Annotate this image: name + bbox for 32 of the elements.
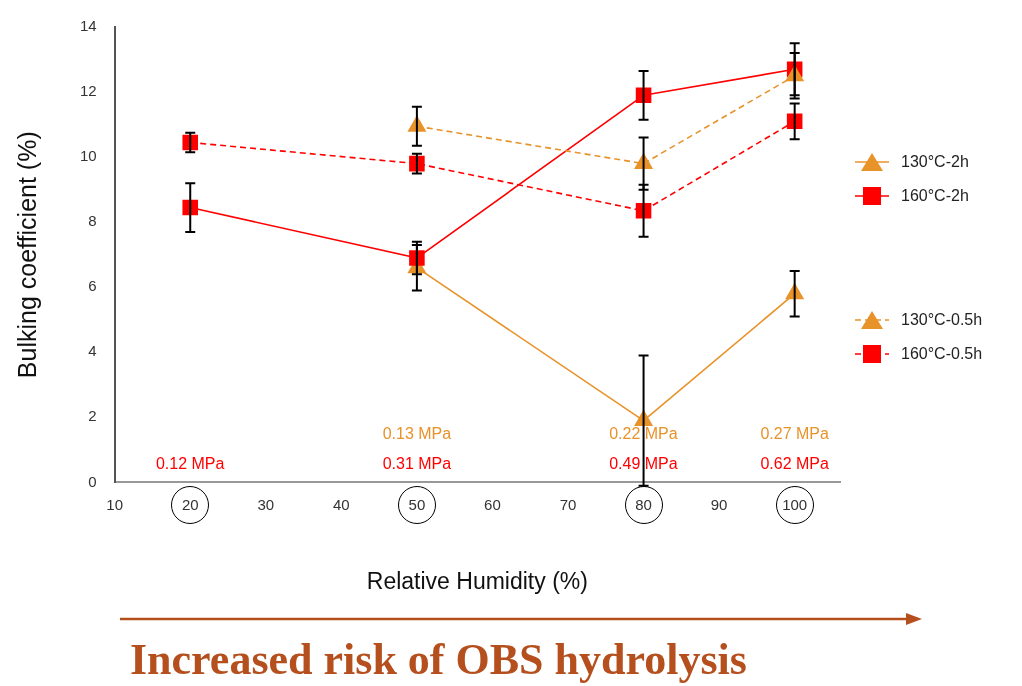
annotation: 0.13 MPa xyxy=(382,424,452,442)
annotation: 0.12 MPa xyxy=(155,454,225,472)
y-tick-label: 14 xyxy=(80,17,97,35)
x-tick-label: 90 xyxy=(710,495,728,513)
x-tick-label: 60 xyxy=(484,495,501,513)
x-tick-label: 100 xyxy=(782,495,808,513)
x-tick-label: 70 xyxy=(559,495,577,513)
x-tick-label: 40 xyxy=(333,495,350,513)
y-tick-label: 10 xyxy=(80,147,97,165)
annotation: 0.31 MPa xyxy=(382,454,452,472)
x-tick-label: 20 xyxy=(181,495,199,513)
y-axis-title: Bulking coefficient (%) xyxy=(12,131,41,379)
x-axis-title: Relative Humidity (%) xyxy=(366,567,588,594)
y-tick-label: 12 xyxy=(80,82,97,100)
y-tick-label: 6 xyxy=(88,277,97,295)
legend-label: 160°C-2h xyxy=(901,187,969,205)
x-tick-label: 80 xyxy=(635,495,652,513)
annotation: 0.49 MPa xyxy=(609,454,678,472)
y-tick-label: 4 xyxy=(88,342,97,360)
x-tick-label: 10 xyxy=(106,495,124,513)
y-tick-label: 8 xyxy=(88,212,97,230)
y-tick-label: 2 xyxy=(88,407,97,425)
annotation: 0.22 MPa xyxy=(609,424,678,442)
y-tick-label: 0 xyxy=(88,472,97,490)
annotation: 0.27 MPa xyxy=(760,424,830,442)
legend-label: 130°C-2h xyxy=(901,153,969,171)
x-tick-label: 30 xyxy=(257,495,275,513)
legend-label: 130°C-0.5h xyxy=(901,311,983,329)
x-tick-label: 50 xyxy=(408,495,426,513)
legend-label: 160°C-0.5h xyxy=(901,345,983,363)
annotation: 0.62 MPa xyxy=(760,454,830,472)
text: Increased risk of OBS hydrolysis xyxy=(130,635,747,684)
